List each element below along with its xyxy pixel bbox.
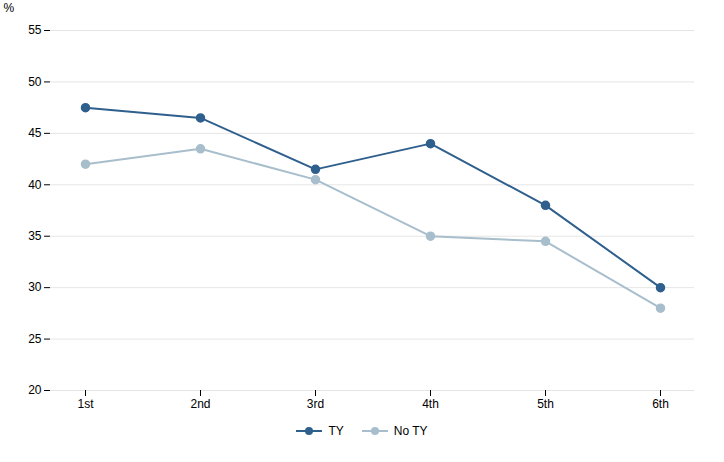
svg-text:25: 25: [28, 332, 42, 346]
html-text:No TY: No TY: [393, 424, 428, 438]
svg-text:2nd: 2nd: [190, 397, 210, 411]
svg-text:45: 45: [28, 126, 42, 140]
svg-text:20: 20: [28, 383, 42, 397]
svg-text:30: 30: [28, 280, 42, 294]
svg-text:4th: 4th: [422, 397, 439, 411]
svg-text:35: 35: [28, 229, 42, 243]
svg-text:40: 40: [28, 178, 42, 192]
svg-text:%: %: [4, 1, 15, 15]
svg-text:50: 50: [28, 75, 42, 89]
svg-text:1st: 1st: [77, 397, 94, 411]
html-text:TY: TY: [328, 424, 344, 438]
svg-text:5th: 5th: [537, 397, 554, 411]
svg-text:55: 55: [28, 23, 42, 37]
svg-text:3rd: 3rd: [307, 397, 324, 411]
svg-text:6th: 6th: [652, 397, 669, 411]
